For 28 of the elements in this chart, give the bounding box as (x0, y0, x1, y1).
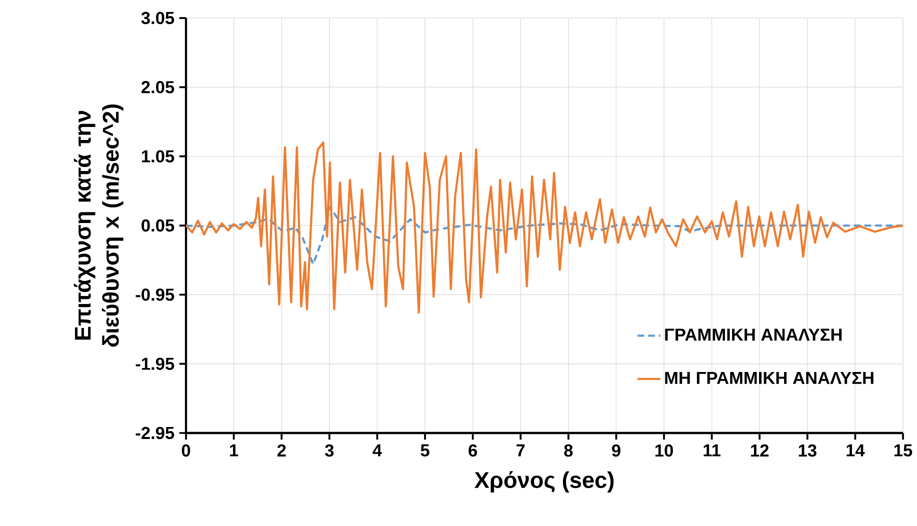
x-tick-label: 11 (704, 444, 720, 456)
x-tick-label: 2 (277, 444, 286, 456)
x-tick-label: 13 (798, 444, 816, 457)
x-tick-label: 1 (230, 444, 238, 456)
x-tick-label: 10 (655, 444, 673, 457)
line-series (186, 141, 904, 314)
x-axis-title: Χρόνος (sec) (474, 471, 614, 493)
y-tick-label: -2.95 (136, 426, 174, 440)
x-tick-label: 14 (846, 444, 865, 456)
y-tick-label: 1.05 (142, 150, 174, 162)
legend-label: ΓΡΑΜΜΙΚΗ ΑΝΑΛΥΣΗ (665, 328, 842, 341)
x-tick-label: 15 (894, 444, 912, 456)
x-tick-label: 9 (612, 444, 620, 457)
y-axis-title: Επιτάχυνση κατά την διεύθυνση x (m/sec^2) (74, 104, 124, 347)
y-tick-label: -0.95 (136, 288, 174, 301)
x-tick-label: 7 (516, 444, 525, 456)
x-tick-label: 6 (468, 444, 477, 457)
x-tick-label: 4 (372, 444, 382, 456)
x-tick-label: 5 (420, 444, 430, 456)
x-tick-label: 12 (751, 444, 769, 456)
y-tick-label: 3.05 (141, 12, 174, 24)
legend-label: ΜΗ ΓΡΑΜΜΙΚΗ ΑΝΑΛΥΣΗ (665, 372, 874, 384)
x-tick-label: 3 (324, 444, 334, 457)
y-tick-label: 2.05 (142, 81, 174, 94)
x-tick-label: 8 (564, 444, 573, 457)
x-tick-label: 0 (182, 444, 190, 457)
y-tick-label: 0.05 (142, 219, 174, 232)
y-tick-label: -1.95 (136, 358, 174, 370)
